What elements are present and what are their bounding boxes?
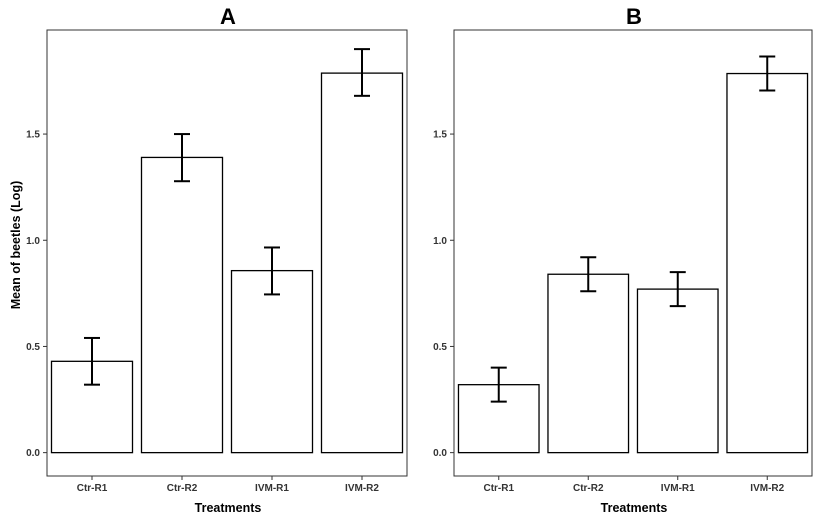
y-tick-label: 0.5: [433, 342, 447, 353]
y-tick-label: 1.5: [26, 130, 40, 141]
y-tick-label: 0.5: [26, 342, 40, 353]
x-tick-label: IVM-R2: [750, 483, 784, 494]
panel-title-a: A: [220, 4, 236, 29]
bar: [140, 156, 224, 454]
y-tick-label: 0.0: [26, 448, 40, 459]
y-tick-label: 0.0: [433, 448, 447, 459]
bar: [320, 72, 404, 454]
plot-frame: [46, 29, 408, 477]
x-tick-label: Ctr-R2: [573, 483, 604, 494]
x-axis-title-b: Treatments: [601, 501, 668, 515]
panel-title-b: B: [626, 4, 642, 29]
x-axis-title-a: Treatments: [195, 501, 262, 515]
chart-panel-a: A Mean of beetles (Log) Treatments 0.0 0.…: [9, 4, 408, 515]
x-tick-label: IVM-R1: [661, 483, 695, 494]
x-tick-label: Ctr-R2: [167, 483, 198, 494]
y-axis-title: Mean of beetles (Log): [9, 181, 23, 309]
plot-frame: [453, 29, 813, 477]
y-tick-label: 1.0: [433, 236, 447, 247]
x-tick-label: IVM-R1: [255, 483, 289, 494]
chart-panel-b: B Treatments 0.0 0.5 1.0 1.5 Ctr-R1 Ctr-R2 IVM…: [433, 4, 813, 515]
bar: [726, 72, 809, 454]
x-tick-label: Ctr-R1: [77, 483, 108, 494]
x-tick-label: Ctr-R1: [483, 483, 514, 494]
bar: [230, 269, 314, 454]
bar: [636, 288, 719, 454]
x-tick-label: IVM-R2: [345, 483, 379, 494]
bar: [547, 273, 630, 454]
y-tick-label: 1.5: [433, 130, 447, 141]
y-tick-label: 1.0: [26, 236, 40, 247]
